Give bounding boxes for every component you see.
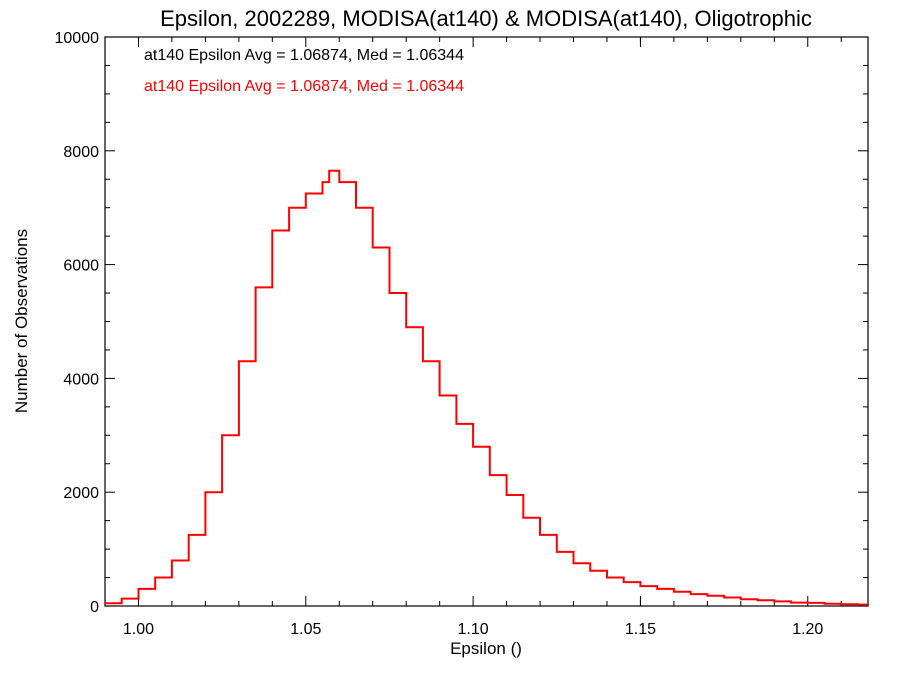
y-tick-label: 4000 [63, 371, 99, 388]
x-axis-label: Epsilon () [450, 639, 522, 658]
y-tick-label: 6000 [63, 258, 99, 275]
y-tick-label: 10000 [55, 30, 100, 47]
plot-frame [104, 36, 869, 607]
x-tick-label: 1.05 [290, 621, 321, 638]
annotation-red: at140 Epsilon Avg = 1.06874, Med = 1.063… [144, 78, 464, 95]
y-axis: 0 2000 4000 6000 8000 10000 [55, 30, 868, 616]
chart-title: Epsilon, 2002289, MODISA(at140) & MODISA… [160, 6, 812, 31]
series-line [105, 169, 869, 606]
x-tick-label: 1.00 [123, 621, 154, 638]
y-axis-label: Number of Observations [12, 229, 31, 413]
y-tick-label: 8000 [63, 144, 99, 161]
y-tick-label: 0 [90, 599, 99, 616]
y-tick-label: 2000 [63, 485, 99, 502]
x-tick-label: 1.15 [625, 621, 656, 638]
annotation-black: at140 Epsilon Avg = 1.06874, Med = 1.063… [144, 47, 464, 64]
x-tick-label: 1.10 [458, 621, 489, 638]
x-axis: 1.00 1.05 1.10 1.15 1.20 [104, 37, 842, 638]
x-tick-label: 1.20 [792, 621, 823, 638]
